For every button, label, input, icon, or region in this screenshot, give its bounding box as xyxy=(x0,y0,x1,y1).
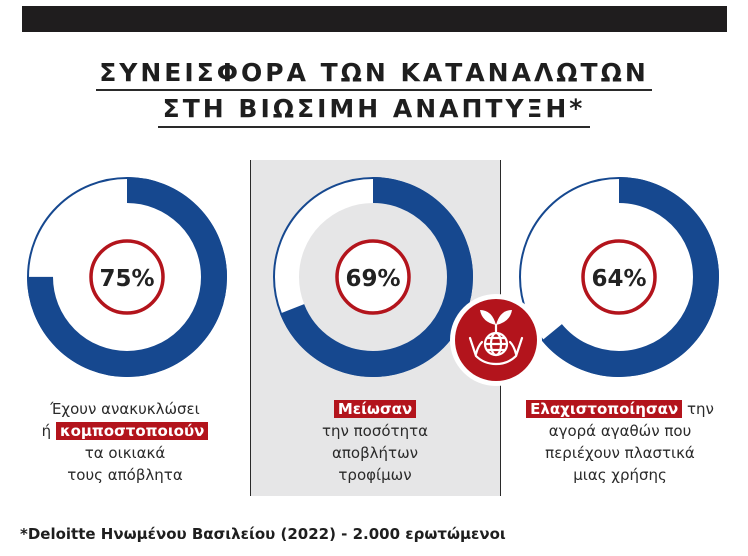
caption-line: την ποσότητα xyxy=(260,420,490,442)
caption-text: ή xyxy=(41,422,56,440)
donut-center-ring-1 xyxy=(89,239,165,315)
caption-highlight: Ελαχιστοποίησαν xyxy=(526,400,683,418)
donut-center-ring-2 xyxy=(335,239,411,315)
caption-1: Έχουν ανακυκλώσει ή κομποστοποιούν τα οικι… xyxy=(10,398,240,486)
caption-line: αποβλήτων xyxy=(260,442,490,464)
caption-line: περιέχουν πλαστικά xyxy=(505,442,735,464)
caption-2: Μείωσαν την ποσότητα αποβλήτων τροφίμων xyxy=(260,398,490,486)
caption-text: αποβλήτων xyxy=(331,444,419,462)
title-underline-1 xyxy=(96,89,652,91)
donut-arc-2 xyxy=(273,177,473,377)
caption-text: περιέχουν πλαστικά xyxy=(545,444,695,462)
donut-chart-1: 75% xyxy=(27,177,227,377)
caption-line: τους απόβλητα xyxy=(10,464,240,486)
top-bar xyxy=(22,6,727,32)
donut-arc-3 xyxy=(519,177,719,377)
hands-globe-plant-icon xyxy=(450,294,542,386)
caption-text: την ποσότητα xyxy=(321,422,429,440)
caption-line: Έχουν ανακυκλώσει xyxy=(10,398,240,420)
donut-chart-2: 69% xyxy=(273,177,473,377)
caption-line: τροφίμων xyxy=(260,464,490,486)
caption-text: τα οικιακά xyxy=(84,444,166,462)
caption-3: Ελαχιστοποίησαν την αγορά αγαθών που περιέ… xyxy=(505,398,735,486)
caption-text: τροφίμων xyxy=(338,466,412,484)
caption-text: την xyxy=(682,400,714,418)
donut-value-label-3: 64% xyxy=(591,266,646,292)
caption-text: μιας χρήσης xyxy=(573,466,667,484)
title-underline-2 xyxy=(158,126,590,128)
caption-line: τα οικιακά xyxy=(10,442,240,464)
divider-left xyxy=(250,160,251,496)
caption-highlight: Μείωσαν xyxy=(333,400,417,418)
donut-chart-3: 64% xyxy=(519,177,719,377)
page-title-line1: ΣΥΝΕΙΣΦΟΡΑ ΤΩΝ ΚΑΤΑΝΑΛΩΤΩΝ xyxy=(99,58,649,87)
caption-line: Ελαχιστοποίησαν την xyxy=(505,398,735,420)
caption-text: τους απόβλητα xyxy=(67,466,183,484)
page-title-line2: ΣΤΗ ΒΙΩΣΙΜΗ ΑΝΑΠΤΥΞΗ* xyxy=(162,94,586,123)
caption-highlight: κομποστοποιούν xyxy=(55,422,209,440)
caption-line: μιας χρήσης xyxy=(505,464,735,486)
source-footnote: *Deloitte Ηνωμένου Βασιλείου (2022) - 2.… xyxy=(20,525,506,543)
donut-value-label-1: 75% xyxy=(99,266,154,292)
caption-line: Μείωσαν xyxy=(260,398,490,420)
caption-line: ή κομποστοποιούν xyxy=(10,420,240,442)
caption-text: αγορά αγαθών που xyxy=(548,422,692,440)
donut-center-ring-3 xyxy=(581,239,657,315)
caption-text: Έχουν ανακυκλώσει xyxy=(50,400,200,418)
donut-arc-1 xyxy=(27,177,227,377)
caption-line: αγορά αγαθών που xyxy=(505,420,735,442)
donut-value-label-2: 69% xyxy=(345,266,400,292)
